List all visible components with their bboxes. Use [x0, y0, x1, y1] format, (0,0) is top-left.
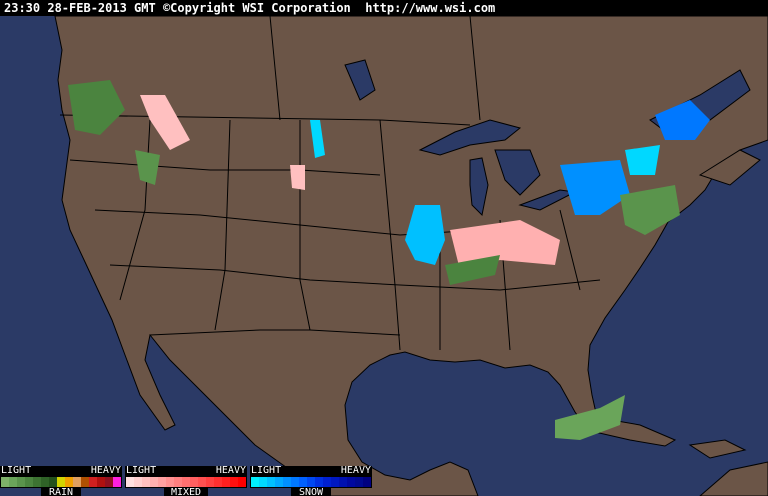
legend-swatch [206, 477, 214, 487]
legend-swatch [198, 477, 206, 487]
snow-light-label: LIGHT [251, 465, 282, 476]
mixed-legend: LIGHT HEAVY MIXED [125, 466, 247, 496]
rain-echo-northwest [68, 80, 125, 135]
rain-light-label: LIGHT [1, 465, 32, 476]
rain-heavy-label: HEAVY [90, 465, 121, 476]
legend-swatch [283, 477, 291, 487]
snow-color-scale [250, 476, 372, 488]
legend-swatch [49, 477, 57, 487]
snow-echo-quebec [655, 100, 710, 140]
snow-legend: LIGHT HEAVY SNOW [250, 466, 372, 496]
rain-echo-caribbean [555, 395, 625, 440]
legend-swatch [339, 477, 347, 487]
legend-swatch [259, 477, 267, 487]
legend-swatch [182, 477, 190, 487]
snow-legend-title: SNOW [291, 488, 331, 496]
mixed-heavy-label: HEAVY [215, 465, 246, 476]
snow-echo-new-england [625, 145, 660, 175]
legend-swatch [222, 477, 230, 487]
mixed-echo-ohio-valley [450, 220, 560, 270]
legend-swatch [113, 477, 121, 487]
nova-scotia [698, 149, 761, 186]
legend-swatch [315, 477, 323, 487]
timestamp-copyright-bar: 23:30 28-FEB-2013 GMT ©Copyright WSI Cor… [0, 0, 768, 16]
legend-swatch [150, 477, 158, 487]
legend-swatch [73, 477, 81, 487]
legend-swatch [230, 477, 238, 487]
snow-echo-dakota [310, 120, 325, 158]
legend-swatch [363, 477, 371, 487]
legend-swatch [105, 477, 113, 487]
legend-swatch [134, 477, 142, 487]
legend-swatch [25, 477, 33, 487]
legend-swatch [142, 477, 150, 487]
legend-swatch [299, 477, 307, 487]
snow-echo-midwest [405, 205, 445, 265]
legend-swatch [41, 477, 49, 487]
mixed-legend-title: MIXED [164, 488, 208, 496]
legend-swatch [355, 477, 363, 487]
north-america-landmass [54, 16, 768, 496]
legend-swatch [307, 477, 315, 487]
mixed-echo-northwest [140, 95, 190, 150]
rain-color-scale [0, 476, 122, 488]
lake-huron [494, 149, 541, 196]
south-america [699, 461, 768, 496]
legend-swatch [275, 477, 283, 487]
land [54, 16, 768, 496]
rain-legend: LIGHT HEAVY RAIN [0, 466, 122, 496]
legend-swatch [251, 477, 259, 487]
legend-swatch [214, 477, 222, 487]
legend-swatch [238, 477, 246, 487]
legend-swatch [267, 477, 275, 487]
legend-swatch [17, 477, 25, 487]
legend-swatch [89, 477, 97, 487]
legend-swatch [190, 477, 198, 487]
legend-swatch [81, 477, 89, 487]
lake-michigan [469, 157, 489, 217]
precipitation [68, 80, 710, 440]
legend-swatch [174, 477, 182, 487]
hispaniola [688, 439, 747, 459]
legend-swatch [166, 477, 174, 487]
legend-swatch [347, 477, 355, 487]
legend-swatch [9, 477, 17, 487]
legend-swatch [1, 477, 9, 487]
mixed-color-scale [125, 476, 247, 488]
rain-echo-mid-atlantic [620, 185, 680, 235]
legend-swatch [158, 477, 166, 487]
rain-legend-title: RAIN [41, 488, 81, 496]
snow-heavy-label: HEAVY [340, 465, 371, 476]
legend-swatch [126, 477, 134, 487]
legend-swatch [65, 477, 73, 487]
legend-swatch [291, 477, 299, 487]
lake-winnipeg [344, 59, 376, 101]
mixed-echo-rockies [290, 165, 305, 190]
rain-echo-idaho [135, 150, 160, 185]
snow-echo-great-lakes [560, 160, 630, 215]
map-canvas [54, 16, 768, 496]
mixed-light-label: LIGHT [126, 465, 157, 476]
legend-swatch [33, 477, 41, 487]
legend-swatch [323, 477, 331, 487]
lake-superior [418, 119, 522, 156]
legend-swatch [57, 477, 65, 487]
rain-echo-kentucky [445, 255, 500, 285]
legend-swatch [97, 477, 105, 487]
legend-swatch [331, 477, 339, 487]
